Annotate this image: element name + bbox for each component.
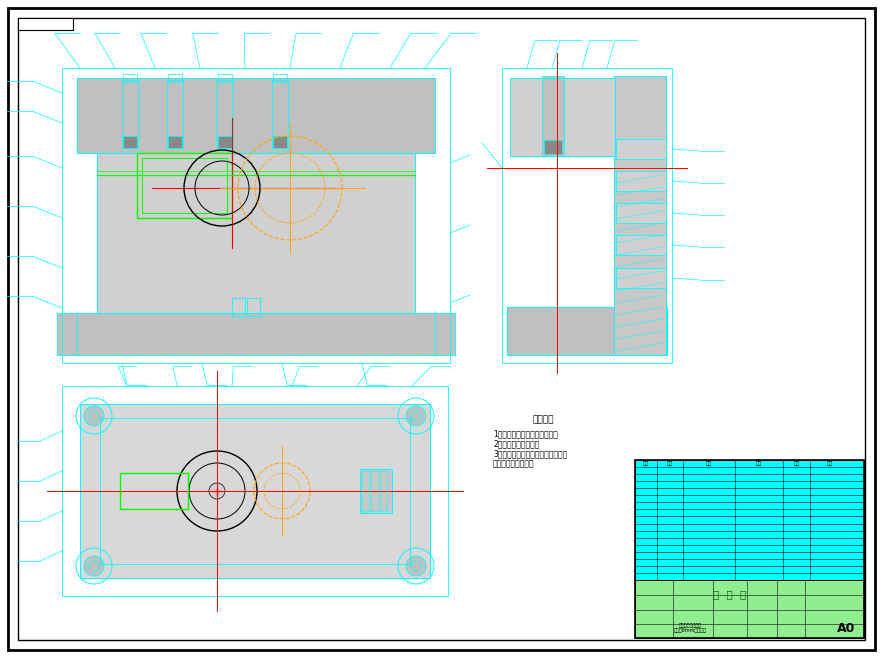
Bar <box>616 235 666 255</box>
Bar <box>232 298 245 316</box>
Bar <box>616 139 666 159</box>
Bar <box>371 471 378 511</box>
Bar <box>510 78 615 156</box>
Bar <box>168 74 182 82</box>
Bar <box>435 313 455 355</box>
Bar <box>123 136 137 148</box>
Bar <box>62 386 448 596</box>
Text: 夹  具  图: 夹 具 图 <box>713 589 747 599</box>
Text: 名称: 名称 <box>706 461 712 467</box>
Bar <box>614 76 666 355</box>
Bar <box>273 136 287 148</box>
Circle shape <box>84 406 104 426</box>
Circle shape <box>406 406 426 426</box>
Bar <box>273 74 287 82</box>
Bar <box>362 471 369 511</box>
Circle shape <box>84 556 104 576</box>
Text: 备注: 备注 <box>826 461 834 467</box>
Bar <box>247 298 260 316</box>
Circle shape <box>406 556 426 576</box>
Bar <box>542 76 564 156</box>
Bar <box>616 268 666 288</box>
Text: 序号: 序号 <box>643 461 649 467</box>
Bar <box>167 80 183 148</box>
Text: A0: A0 <box>837 622 856 634</box>
Bar <box>272 80 288 148</box>
Bar <box>502 68 672 363</box>
Bar <box>77 78 435 153</box>
Bar <box>168 136 182 148</box>
Bar <box>97 93 415 313</box>
Bar <box>544 140 562 154</box>
Bar <box>635 580 864 638</box>
Text: 代号: 代号 <box>667 461 673 467</box>
Bar <box>616 203 666 223</box>
Bar <box>57 313 77 355</box>
Text: 2、油面不允许渗漏；: 2、油面不允许渗漏； <box>493 440 540 449</box>
Circle shape <box>209 483 225 499</box>
Bar <box>635 460 864 638</box>
Bar <box>635 460 864 580</box>
Bar <box>142 158 227 213</box>
Text: 相关标准进行检查。: 相关标准进行检查。 <box>493 459 534 468</box>
Bar <box>62 68 450 363</box>
Bar <box>616 171 666 191</box>
Text: 换挡叉加工工艺及
铣叉脚8mm夹具设计: 换挡叉加工工艺及 铣叉脚8mm夹具设计 <box>674 622 706 634</box>
Bar <box>67 313 445 355</box>
Bar <box>507 307 667 355</box>
Bar <box>100 418 410 564</box>
Bar <box>123 74 137 82</box>
Bar <box>137 153 232 218</box>
Bar <box>360 469 392 513</box>
Text: 材料: 材料 <box>794 461 800 467</box>
Bar <box>120 473 188 509</box>
Bar <box>218 136 232 148</box>
Bar <box>80 404 430 578</box>
Bar <box>218 74 232 82</box>
Bar <box>217 80 233 148</box>
Bar <box>380 471 387 511</box>
Text: 数量: 数量 <box>756 461 762 467</box>
Text: 技术要求: 技术要求 <box>532 415 554 424</box>
Text: 1、装配时不允许磕碰、划伤；: 1、装配时不允许磕碰、划伤； <box>493 430 558 438</box>
Bar <box>122 80 138 148</box>
Bar <box>510 78 615 156</box>
Bar <box>18 18 73 30</box>
Text: 3、装配应对照零部件的主要尺寸及: 3、装配应对照零部件的主要尺寸及 <box>493 449 567 459</box>
